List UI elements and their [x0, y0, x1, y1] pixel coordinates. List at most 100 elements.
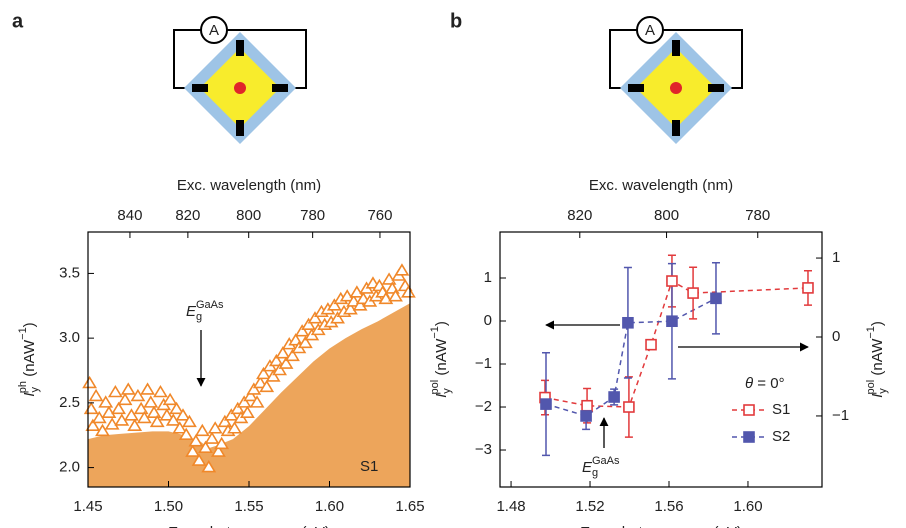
text-part: y	[441, 388, 453, 394]
x-tick-label: 1.48	[496, 498, 525, 515]
text-part: y	[29, 387, 41, 393]
marker	[162, 392, 178, 406]
ammeter	[200, 16, 228, 44]
marker	[153, 384, 168, 398]
text-part: −1	[865, 326, 877, 339]
text-part: GaAs	[592, 455, 620, 467]
marker	[239, 405, 255, 419]
x2-axis-label: Exc. wavelength (nm)	[177, 177, 321, 194]
marker	[400, 285, 416, 298]
marker	[82, 375, 98, 389]
marker	[188, 434, 204, 447]
marker	[343, 302, 358, 315]
legend-label: S1	[772, 401, 790, 418]
y2-tick-label: 1	[832, 249, 840, 266]
marker	[175, 408, 191, 421]
marker	[349, 285, 365, 298]
marker	[133, 401, 149, 415]
x2-tick-label: 760	[367, 207, 392, 224]
x-tick-label: 1.50	[154, 498, 183, 515]
marker	[275, 346, 291, 359]
text-part: (nAW	[869, 338, 886, 380]
connecting-line	[545, 297, 717, 417]
marker	[130, 388, 146, 402]
ammeter-label: A	[645, 22, 655, 39]
marker	[124, 408, 139, 421]
marker	[294, 324, 310, 337]
text-part: −1	[429, 326, 441, 339]
x2-tick-label: 800	[654, 207, 679, 224]
y-tick-label: 3.0	[59, 329, 80, 346]
plot-frame	[499, 231, 823, 488]
marker	[243, 388, 259, 402]
marker	[249, 395, 265, 408]
text-part: )	[869, 321, 886, 326]
contact	[272, 84, 288, 92]
text-part: GaAs	[196, 299, 224, 311]
text-part: = 0°	[753, 375, 784, 392]
marker	[111, 401, 127, 415]
x-tick-label: 1.52	[575, 498, 604, 515]
marker	[259, 379, 275, 393]
y-tick-label: −2	[475, 398, 492, 415]
y2-tick-label: 0	[832, 328, 840, 345]
text-part: E	[582, 459, 593, 476]
marker	[330, 311, 345, 324]
marker	[227, 421, 242, 434]
text-part: −1	[17, 327, 29, 340]
x-tick-label: 1.56	[654, 498, 683, 515]
x2-tick-label: 780	[300, 207, 325, 224]
marker	[623, 401, 635, 413]
y-tick-label: 2.5	[59, 394, 80, 411]
marker	[140, 382, 155, 395]
marker	[117, 392, 133, 406]
contact	[628, 84, 644, 92]
x-axis-label: Exc. photon energy (eV)	[168, 524, 330, 528]
x-tick-label: 1.60	[733, 498, 762, 515]
y-axis-label: Iyph (nAW−1)	[17, 322, 41, 396]
marker	[149, 414, 165, 428]
x2-tick-label: 780	[745, 207, 770, 224]
wire	[609, 29, 743, 89]
text-part: (nAW	[433, 338, 450, 380]
marker	[214, 436, 230, 450]
legend-label: S2	[772, 428, 790, 445]
marker	[710, 292, 722, 305]
marker	[217, 414, 233, 428]
marker	[207, 421, 223, 434]
text-part: ph	[17, 381, 29, 393]
marker	[185, 444, 201, 457]
text-part: pol	[429, 380, 441, 395]
marker	[194, 423, 210, 437]
marker	[223, 408, 239, 421]
x2-tick-label: 840	[117, 207, 142, 224]
marker	[608, 391, 620, 403]
text-part: (nAW	[21, 339, 38, 381]
marker	[210, 444, 226, 457]
marker	[204, 431, 220, 444]
marker	[687, 287, 699, 299]
y-tick-label: −1	[475, 355, 492, 372]
marker	[256, 366, 271, 380]
y-tick-label: 0	[484, 312, 492, 329]
ammeter-label: A	[209, 22, 219, 39]
marker	[159, 408, 175, 421]
marker	[101, 405, 117, 419]
x2-tick-label: 800	[236, 207, 261, 224]
annotation: θ = 0°	[745, 375, 785, 392]
marker	[802, 282, 814, 294]
contact	[672, 40, 680, 56]
marker	[104, 417, 120, 430]
area	[88, 303, 410, 487]
contact	[192, 84, 208, 92]
marker	[339, 289, 355, 302]
marker	[272, 362, 288, 376]
text-part: I	[433, 394, 450, 398]
marker	[236, 395, 252, 408]
text-part: I	[21, 393, 38, 397]
y-tick-label: −3	[475, 441, 492, 458]
annotation: EgGaAs	[582, 455, 620, 479]
ammeter	[636, 16, 664, 44]
text-part: pol	[865, 380, 877, 395]
